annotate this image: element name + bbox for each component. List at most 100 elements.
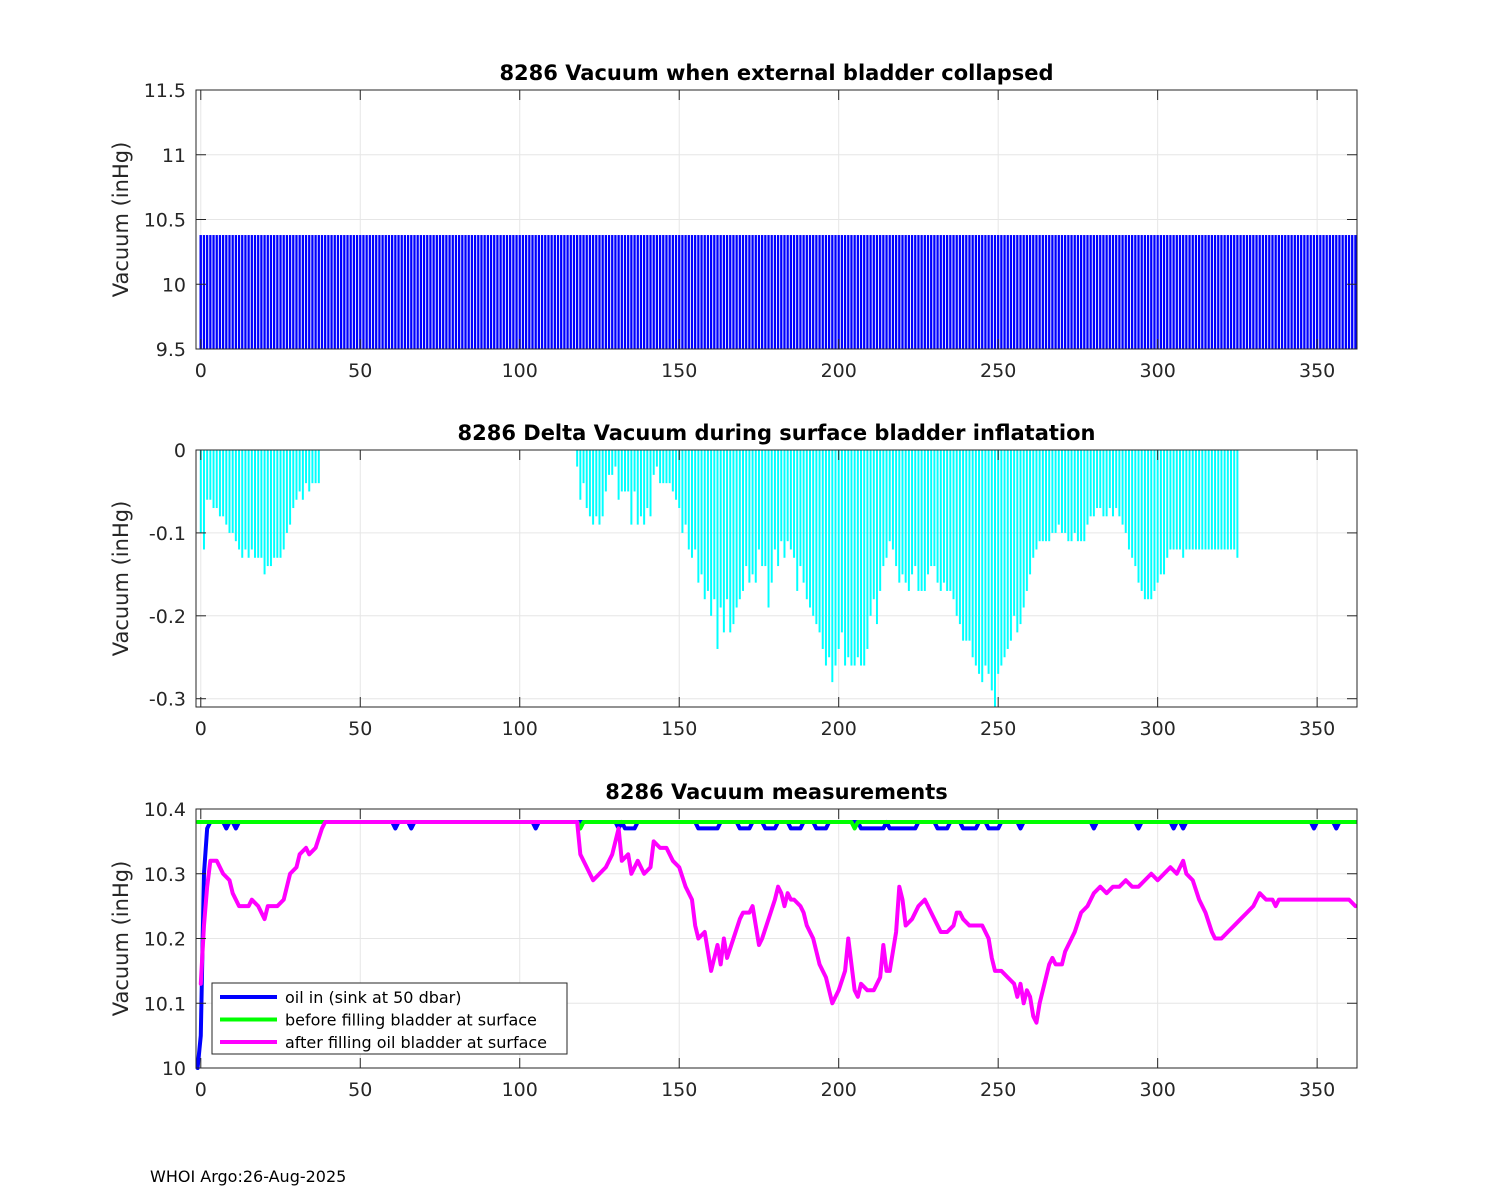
bar — [1102, 450, 1105, 517]
bar — [981, 450, 984, 683]
bar — [875, 450, 878, 625]
bar — [703, 450, 706, 600]
x-tick-label: 200 — [821, 1079, 857, 1101]
bar — [1204, 450, 1207, 550]
x-tick-label: 300 — [1140, 1079, 1176, 1101]
bar — [978, 450, 981, 674]
bar — [984, 450, 987, 666]
bar — [738, 450, 741, 600]
bar — [1124, 450, 1127, 533]
bar — [1083, 450, 1086, 542]
y-tick-label: 10 — [162, 1058, 186, 1080]
bar — [895, 450, 898, 567]
bar — [710, 450, 713, 616]
bar — [247, 450, 250, 558]
bar — [1153, 450, 1156, 591]
bar — [588, 450, 591, 517]
bar — [809, 450, 811, 608]
bar — [1194, 450, 1197, 550]
bar — [582, 450, 585, 484]
bar — [805, 450, 808, 600]
bar — [789, 450, 792, 550]
bar — [927, 450, 929, 575]
bar — [228, 450, 231, 533]
bar — [1051, 450, 1054, 533]
bar — [595, 450, 598, 517]
x-tick-label: 150 — [661, 1079, 697, 1101]
bar — [1099, 450, 1102, 509]
bar — [939, 450, 942, 591]
bar — [1137, 450, 1140, 583]
bar — [279, 450, 282, 558]
bar — [225, 450, 228, 525]
bar — [652, 450, 655, 475]
bar — [856, 450, 859, 658]
bar — [1191, 450, 1194, 550]
bar — [987, 450, 990, 674]
chart-title: 8286 Vacuum measurements — [605, 780, 948, 804]
bar — [212, 450, 215, 509]
bar — [1092, 450, 1095, 517]
bar — [301, 450, 304, 500]
x-tick-label: 250 — [980, 360, 1016, 382]
bar — [802, 450, 805, 583]
footer-credit: WHOI Argo:26-Aug-2025 — [150, 1167, 346, 1186]
x-tick-label: 50 — [348, 1079, 372, 1101]
bar — [1080, 450, 1083, 542]
bar — [317, 450, 320, 484]
bar — [990, 450, 993, 691]
bar — [952, 450, 955, 600]
bar — [844, 450, 847, 666]
x-tick-label: 150 — [661, 360, 697, 382]
y-tick-label: 10.2 — [144, 929, 186, 951]
bar — [1108, 450, 1111, 509]
bar — [311, 450, 314, 484]
bar — [314, 450, 317, 484]
bar — [850, 450, 853, 666]
bar — [993, 450, 996, 707]
bar — [882, 450, 885, 567]
bar — [866, 450, 869, 649]
bar — [1163, 450, 1166, 575]
bar — [1172, 450, 1175, 550]
legend-label: before filling bladder at surface — [285, 1011, 537, 1030]
bar — [1045, 450, 1048, 542]
bar-block — [199, 235, 1357, 349]
bar — [1198, 450, 1201, 550]
series-line — [195, 819, 1358, 1070]
bar — [863, 450, 866, 666]
bar — [630, 450, 633, 525]
bar — [955, 450, 958, 616]
bar — [885, 450, 888, 558]
x-tick-label: 0 — [195, 718, 207, 740]
bar — [965, 450, 968, 641]
bar — [209, 450, 212, 500]
legend-entry-oil-in: oil in (sink at 50 dbar) — [220, 988, 462, 1007]
bar — [1076, 450, 1079, 542]
y-axis-label: Vacuum (inHg) — [109, 501, 133, 657]
y-tick-label: 9.5 — [156, 339, 186, 361]
bar — [694, 450, 697, 550]
bar — [1112, 450, 1114, 517]
bar — [757, 450, 760, 550]
bar — [1220, 450, 1223, 550]
chart-title: 8286 Vacuum when external bladder collap… — [499, 61, 1053, 85]
plot-area: 0 50 100 150 200 250 300 350 -0.3 -0.2 -0.1 0 — [149, 440, 1358, 740]
y-tick-label: -0.1 — [149, 523, 186, 545]
bar — [780, 450, 783, 542]
bar — [260, 450, 263, 558]
bar — [276, 450, 279, 558]
bar — [250, 450, 253, 550]
bar — [1147, 450, 1150, 600]
bar — [285, 450, 288, 533]
bar — [946, 450, 949, 591]
bar — [920, 450, 923, 591]
bar — [840, 450, 843, 633]
bar — [611, 450, 614, 475]
bar — [684, 450, 687, 525]
bar — [872, 450, 875, 600]
bar — [1166, 450, 1169, 558]
bar — [700, 450, 703, 575]
bar — [891, 450, 894, 550]
legend-entry-before-filling: before filling bladder at surface — [220, 1011, 537, 1030]
